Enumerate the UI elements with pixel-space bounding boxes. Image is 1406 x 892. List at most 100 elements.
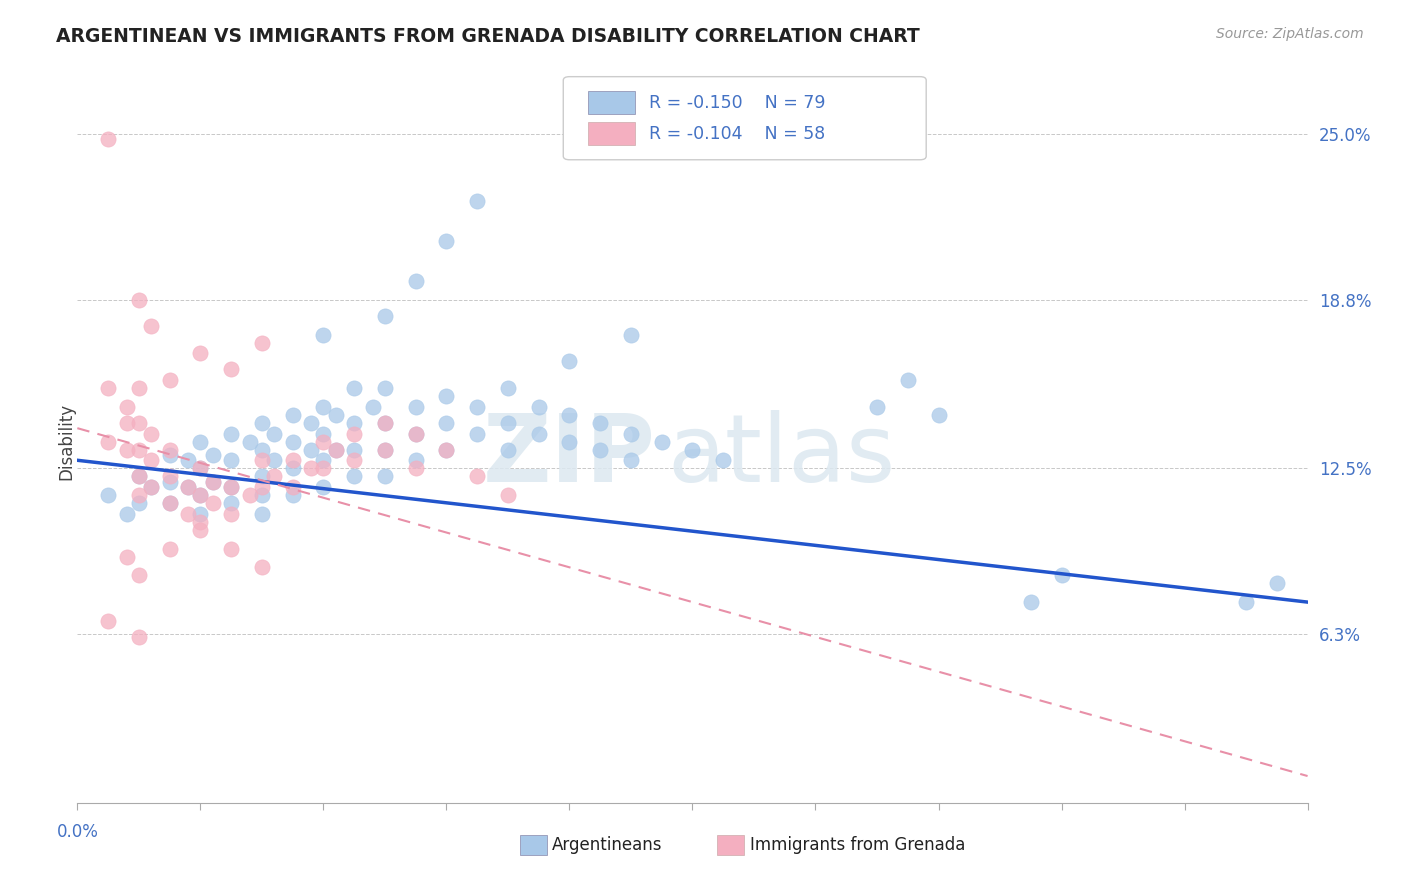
Point (115, 442, 138, 457)
Point (97, 381, 120, 395)
Point (589, 442, 612, 457)
Text: R = -0.104    N = 58: R = -0.104 N = 58 (650, 125, 825, 143)
Point (312, 480, 335, 494)
Point (496, 416, 519, 430)
Point (219, 480, 242, 494)
Point (250, 453, 273, 467)
Point (219, 541, 242, 556)
Point (159, 373, 181, 387)
Point (159, 541, 181, 556)
Point (866, 400, 889, 414)
Point (219, 453, 242, 467)
Point (201, 496, 224, 510)
Point (177, 480, 200, 494)
Point (651, 434, 673, 449)
Text: ARGENTINEAN VS IMMIGRANTS FROM GRENADA DISABILITY CORRELATION CHART: ARGENTINEAN VS IMMIGRANTS FROM GRENADA D… (56, 27, 920, 45)
Point (128, 416, 150, 430)
Point (325, 442, 347, 457)
Point (374, 381, 396, 395)
Point (115, 400, 138, 414)
Point (250, 335, 273, 350)
Point (188, 461, 212, 475)
Point (128, 381, 150, 395)
Point (128, 568, 150, 582)
Text: Immigrants from Grenada: Immigrants from Grenada (751, 836, 966, 854)
Point (682, 442, 704, 457)
Point (374, 416, 396, 430)
Point (159, 448, 181, 462)
Point (312, 461, 335, 475)
Point (1265, 576, 1288, 591)
Point (159, 496, 181, 510)
Point (620, 426, 643, 441)
Point (436, 442, 458, 457)
Point (343, 416, 366, 430)
Point (374, 442, 396, 457)
Point (312, 327, 335, 342)
Point (128, 630, 150, 644)
Point (465, 194, 488, 208)
Point (159, 442, 181, 457)
Point (558, 434, 581, 449)
Point (188, 488, 212, 502)
Point (281, 480, 304, 494)
Point (250, 469, 273, 483)
Point (343, 469, 366, 483)
Point (263, 469, 285, 483)
Point (188, 488, 212, 502)
Point (281, 488, 304, 502)
Point (343, 442, 366, 457)
Point (281, 453, 304, 467)
Point (405, 426, 427, 441)
Point (1234, 595, 1257, 609)
Point (325, 442, 347, 457)
Point (436, 234, 458, 248)
Point (128, 496, 150, 510)
Text: atlas: atlas (668, 410, 896, 502)
Point (219, 507, 242, 521)
Point (405, 453, 427, 467)
Point (312, 426, 335, 441)
Point (465, 469, 488, 483)
Point (343, 453, 366, 467)
Point (159, 475, 181, 489)
Point (465, 400, 488, 414)
Point (263, 426, 285, 441)
Point (250, 507, 273, 521)
Point (299, 461, 322, 475)
Point (97, 614, 120, 628)
Point (188, 434, 212, 449)
Point (188, 461, 212, 475)
Point (177, 507, 200, 521)
Point (496, 442, 519, 457)
Point (177, 453, 200, 467)
Point (374, 309, 396, 323)
Point (250, 416, 273, 430)
Text: Source: ZipAtlas.com: Source: ZipAtlas.com (1216, 27, 1364, 41)
Point (343, 381, 366, 395)
Point (436, 389, 458, 403)
Point (250, 488, 273, 502)
Point (188, 507, 212, 521)
Point (343, 426, 366, 441)
Point (201, 475, 224, 489)
Point (312, 434, 335, 449)
Point (188, 523, 212, 537)
Point (897, 373, 920, 387)
Point (312, 453, 335, 467)
Point (281, 434, 304, 449)
Point (188, 515, 212, 529)
Point (97, 488, 120, 502)
Point (325, 408, 347, 422)
Point (115, 416, 138, 430)
Point (711, 453, 734, 467)
Point (219, 480, 242, 494)
Bar (520, 835, 547, 855)
Point (128, 488, 150, 502)
Point (620, 327, 643, 342)
Point (97, 132, 120, 146)
Text: ZIP: ZIP (482, 410, 655, 502)
Point (312, 400, 335, 414)
Point (115, 507, 138, 521)
Point (405, 426, 427, 441)
